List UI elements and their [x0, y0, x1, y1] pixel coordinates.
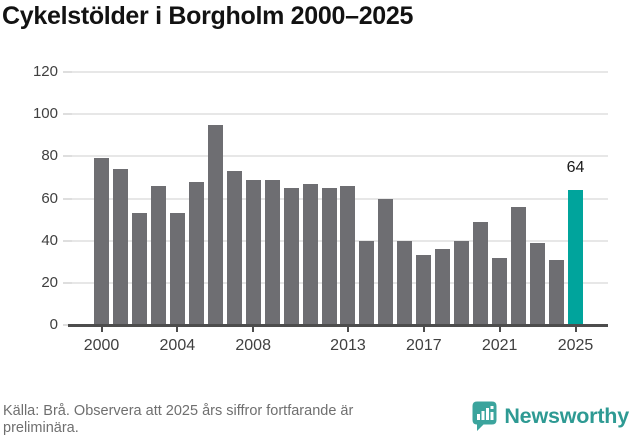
y-axis-tick	[63, 155, 72, 158]
bar-2006	[207, 124, 223, 325]
x-axis-label: 2008	[235, 337, 271, 354]
plot-area	[68, 71, 608, 327]
newsworthy-wordmark: Newsworthy	[504, 404, 629, 428]
source-note: Källa: Brå. Observera att 2025 års siffr…	[3, 403, 353, 436]
bar-2007	[226, 171, 242, 325]
bar-2025	[568, 190, 583, 325]
x-axis-label: 2025	[557, 337, 594, 354]
bar-2015	[378, 198, 394, 325]
bar-2023	[530, 242, 546, 325]
bar-2000	[94, 158, 109, 325]
y-axis-tick	[63, 239, 72, 242]
source-note-line2: preliminära.	[3, 419, 79, 436]
y-axis-tick	[63, 197, 72, 200]
x-axis-label: 2004	[159, 337, 196, 354]
y-axis-tick	[63, 324, 72, 326]
gridline	[68, 239, 608, 242]
bar-2014	[359, 240, 375, 325]
x-axis-tick	[252, 326, 255, 332]
newsworthy-icon	[472, 401, 497, 431]
x-axis-tick	[100, 326, 103, 332]
source-note-line1: Källa: Brå. Observera att 2025 års siffr…	[3, 403, 354, 419]
x-axis-tick	[176, 326, 179, 332]
bar-value-label: 64	[566, 159, 585, 177]
y-axis-label: 100	[32, 105, 58, 123]
bar-2017	[416, 255, 432, 325]
y-axis-label: 20	[41, 273, 58, 291]
y-axis-label: 60	[41, 189, 58, 207]
bar-2011	[302, 183, 318, 325]
y-axis-tick	[63, 113, 72, 116]
bar-2016	[397, 240, 413, 325]
bar-2008	[245, 179, 261, 325]
bar-2019	[454, 240, 470, 325]
x-axis-tick	[346, 326, 349, 332]
x-axis-tick	[498, 326, 501, 332]
gridline	[68, 155, 608, 158]
bar-2001	[112, 168, 128, 325]
y-axis-tick	[63, 71, 72, 73]
chart-title: Cykelstölder i Borgholm 2000–2025	[2, 2, 414, 30]
bar-2010	[283, 187, 299, 325]
x-axis-label: 2013	[330, 337, 366, 354]
bar-2021	[492, 257, 508, 325]
bar-2009	[264, 179, 280, 325]
bar-2004	[169, 213, 185, 325]
y-axis-label: 80	[41, 147, 58, 165]
bar-2018	[435, 249, 451, 325]
x-axis-label: 2021	[481, 337, 518, 354]
newsworthy-logo: Newsworthy	[471, 400, 629, 433]
bar-2022	[511, 206, 527, 325]
x-axis-label: 2017	[406, 337, 442, 354]
x-axis-line	[68, 324, 608, 327]
bar-2005	[188, 181, 204, 325]
bar-2024	[549, 259, 565, 325]
gridline	[68, 71, 608, 73]
bar-2020	[473, 221, 489, 325]
x-axis-tick	[422, 326, 425, 332]
x-axis-label: 2000	[83, 337, 120, 354]
y-axis-label: 40	[41, 231, 58, 249]
bar-2013	[340, 185, 356, 325]
x-axis-tick	[574, 326, 577, 332]
bar-2012	[321, 187, 337, 325]
gridline	[68, 113, 608, 116]
y-axis-label: 0	[49, 316, 58, 333]
gridline	[68, 197, 608, 200]
y-axis-label: 120	[32, 63, 58, 80]
y-axis-tick	[63, 281, 72, 284]
gridline	[68, 281, 608, 284]
bar-2002	[131, 213, 147, 325]
bar-2003	[150, 185, 166, 325]
